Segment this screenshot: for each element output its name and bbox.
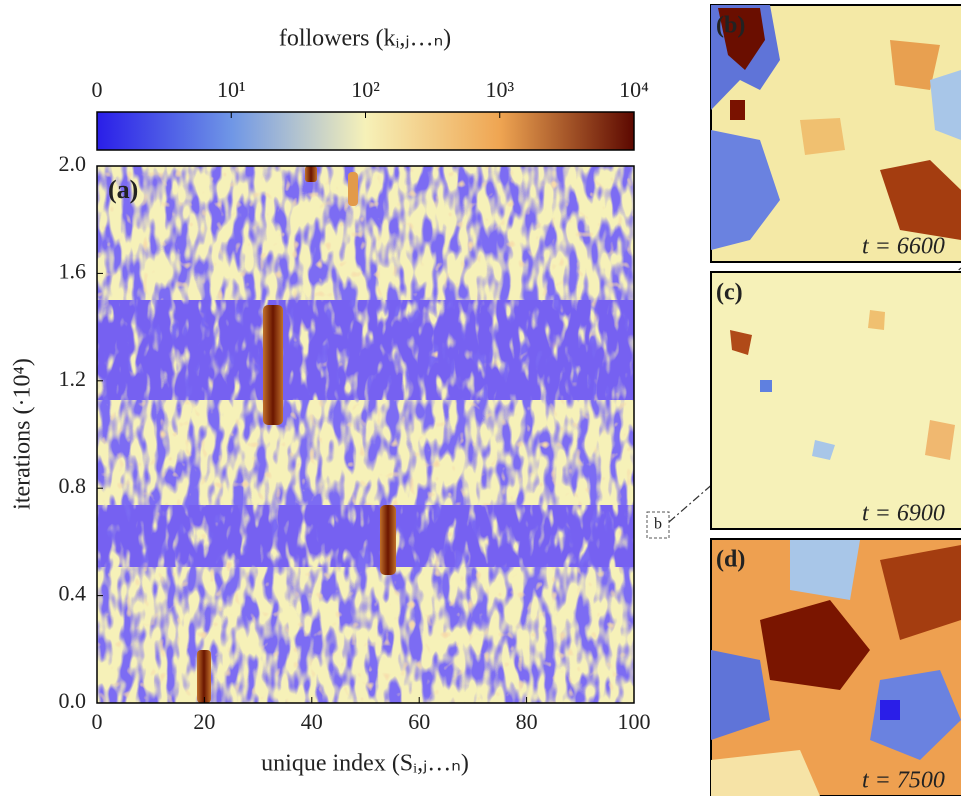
y-tick-label: 0.0 — [59, 688, 87, 713]
time-annotation: t = 7500 — [862, 768, 945, 794]
plot-frame — [96, 165, 635, 704]
y-tick-label: 1.6 — [59, 258, 87, 283]
colorbar-tick-label: 10¹ — [217, 77, 246, 102]
panel-d — [710, 538, 961, 796]
x-tick-label: 40 — [301, 709, 323, 734]
time-annotation: t = 6900 — [862, 501, 945, 527]
colorbar-tick-label: 10⁴ — [619, 77, 649, 102]
x-tick-label: 0 — [92, 709, 103, 734]
time-annotation: t = 6600 — [862, 234, 945, 260]
colorbar-label: followers (kᵢ,ⱼ…ₙ) — [279, 26, 451, 52]
colorbar-tick-label: 10² — [351, 77, 380, 102]
y-tick-label: 2.0 — [59, 151, 87, 176]
y-tick-label: 1.2 — [59, 366, 87, 391]
x-tick-label: 60 — [408, 709, 430, 734]
panel-label: (b) — [716, 13, 745, 39]
panel-label: (a) — [108, 175, 138, 204]
y-tick-label: 0.4 — [59, 581, 87, 606]
x-tick-label: 100 — [618, 709, 651, 734]
y-axis-label: iterations (·10⁴) — [10, 358, 36, 510]
colorbar — [96, 111, 635, 151]
panel-label: (c) — [716, 280, 743, 306]
x-tick-label: 80 — [516, 709, 538, 734]
colorbar-tick-label: 10³ — [485, 77, 514, 102]
x-tick-label: 20 — [193, 709, 215, 734]
inset-box — [646, 511, 670, 539]
x-axis-label: unique index (Sᵢ,ⱼ…ₙ) — [261, 751, 469, 777]
panel-c — [710, 271, 961, 530]
inset-marker: b — [654, 516, 662, 533]
panel-b — [710, 4, 961, 263]
panel-label: (d) — [716, 547, 745, 573]
y-tick-label: 0.8 — [59, 473, 87, 498]
colorbar-tick-label: 0 — [92, 77, 103, 102]
heatmap — [97, 166, 634, 703]
